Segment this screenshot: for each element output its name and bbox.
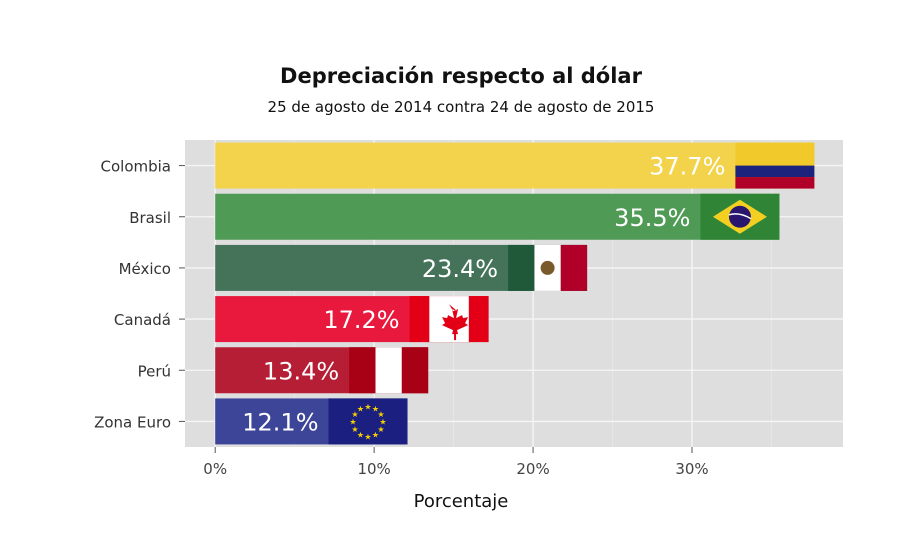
bar-group: 35.5% — [215, 193, 780, 240]
bar-group: 13.4% — [215, 347, 429, 394]
svg-text:★: ★ — [377, 410, 384, 419]
chart-subtitle: 25 de agosto de 2014 contra 24 de agosto… — [268, 98, 655, 116]
y-tick-label: México — [119, 260, 171, 278]
y-tick-label: Canadá — [114, 311, 171, 329]
svg-text:★: ★ — [349, 417, 356, 426]
svg-text:★: ★ — [357, 404, 364, 413]
bar — [215, 193, 780, 240]
bar-group: 37.7% — [215, 142, 815, 189]
bar — [215, 142, 815, 189]
peru-flag — [349, 347, 429, 394]
mexico-flag — [508, 244, 588, 291]
x-axis-label: Porcentaje — [414, 491, 509, 512]
data-label: 23.4% — [422, 255, 498, 283]
data-label: 12.1% — [242, 408, 318, 436]
svg-text:★: ★ — [351, 425, 358, 434]
svg-text:★: ★ — [364, 432, 371, 441]
svg-text:★: ★ — [377, 425, 384, 434]
x-tick-label: 0% — [203, 460, 227, 478]
y-tick-label: Colombia — [101, 158, 172, 176]
svg-text:★: ★ — [372, 404, 379, 413]
canada-flag — [409, 296, 489, 343]
data-label: 35.5% — [614, 204, 690, 232]
data-label: 17.2% — [323, 306, 399, 334]
svg-text:★: ★ — [351, 410, 358, 419]
x-tick-label: 10% — [357, 460, 390, 478]
x-tick-label: 20% — [516, 460, 549, 478]
bar-group: 17.2% — [215, 296, 489, 343]
svg-text:★: ★ — [372, 430, 379, 439]
data-label: 37.7% — [649, 153, 725, 181]
svg-text:★: ★ — [357, 430, 364, 439]
colombia-flag — [735, 142, 815, 189]
y-tick-label: Zona Euro — [94, 413, 171, 431]
y-tick-label: Brasil — [129, 209, 171, 227]
svg-text:★: ★ — [364, 402, 371, 411]
y-tick-label: Perú — [138, 362, 171, 380]
bar-group: ★ ★★★★★★★★★★★12.1% — [215, 398, 408, 445]
eu-flag: ★ ★★★★★★★★★★★ — [328, 398, 408, 445]
x-tick-label: 30% — [675, 460, 708, 478]
chart-title: Depreciación respecto al dólar — [280, 64, 643, 88]
bar-group: 23.4% — [215, 244, 588, 291]
brazil-flag — [700, 193, 780, 240]
svg-text:★: ★ — [379, 417, 386, 426]
data-label: 13.4% — [263, 357, 339, 385]
